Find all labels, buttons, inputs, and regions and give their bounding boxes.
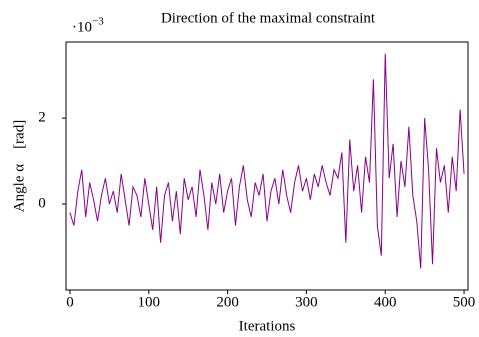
data-line (69, 53, 465, 269)
x-tick-label: 0 (66, 294, 74, 310)
chart-title: Direction of the maximal constraint (161, 10, 376, 26)
multiplier: ·10 (72, 19, 92, 35)
y-tick-label: 0 (38, 195, 46, 211)
x-tick-label: 100 (138, 294, 161, 310)
x-tick-label: 200 (216, 294, 239, 310)
y-axis-label: Angle α [rad] (11, 120, 27, 212)
x-tick-label: 500 (453, 294, 476, 310)
x-axis-label: Iterations (239, 318, 296, 334)
multiplier-exponent: −3 (92, 16, 104, 28)
plot-frame (65, 41, 469, 291)
y-tick-label: 2 (38, 110, 46, 126)
x-tick-label: 400 (374, 294, 397, 310)
x-tick-label: 300 (295, 294, 318, 310)
